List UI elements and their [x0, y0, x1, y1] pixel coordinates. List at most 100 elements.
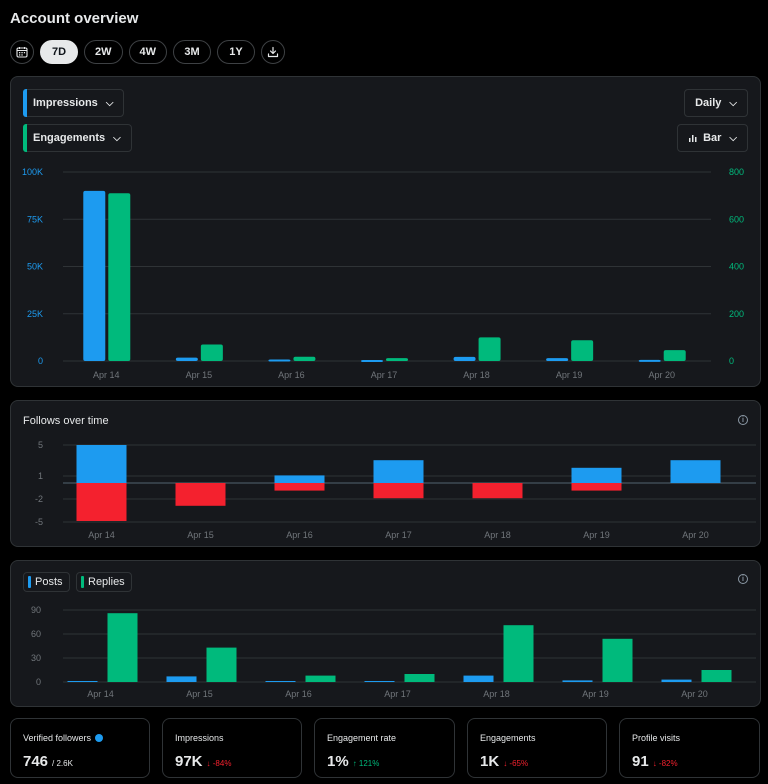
stat-card-profile-visits: Profile visits 91 ↓ -82%: [619, 718, 760, 778]
replies-bar: [206, 647, 237, 682]
stat-label: Impressions: [175, 733, 224, 743]
y-right-tick-label: 600: [729, 214, 744, 224]
stat-value: 1%: [327, 753, 349, 770]
x-tick-label: Apr 15: [187, 530, 214, 540]
legend-replies[interactable]: Replies: [76, 572, 132, 592]
bar-chart-icon: [689, 135, 697, 142]
metric1-label: Impressions: [33, 97, 98, 109]
posts-bar: [562, 680, 593, 682]
stat-value: 91: [632, 753, 649, 770]
x-tick-label: Apr 20: [648, 370, 675, 380]
stat-value: 746: [23, 753, 49, 770]
engagements-bar: [663, 350, 686, 361]
x-tick-label: Apr 17: [384, 689, 411, 699]
legend-posts-label: Posts: [35, 576, 63, 588]
interval-dropdown[interactable]: Daily ⌵: [684, 89, 748, 117]
y-tick-label: 60: [31, 629, 41, 639]
follows-gained-bar: [571, 467, 622, 483]
impressions-bar: [83, 190, 106, 361]
impressions-bar: [546, 358, 569, 361]
range-2w-button[interactable]: 2W: [84, 40, 123, 64]
x-tick-label: Apr 17: [385, 530, 412, 540]
stat-label: Engagements: [480, 733, 536, 743]
range-4w-button[interactable]: 4W: [128, 40, 167, 64]
stat-card-engagements: Engagements 1K ↓ -65%: [467, 718, 607, 778]
x-tick-label: Apr 19: [582, 689, 609, 699]
y-left-tick-label: 100K: [22, 167, 43, 177]
impressions-bar: [453, 356, 476, 361]
y-left-tick-label: 0: [38, 356, 43, 366]
engagements-bar: [478, 337, 501, 361]
replies-bar: [701, 670, 732, 682]
engagements-bar: [108, 193, 131, 361]
page-title: Account overview: [10, 10, 139, 27]
stat-sub: / 2.6K: [52, 759, 73, 768]
posts-bar: [661, 679, 692, 682]
follows-chart: 5 1 -2 -5 Apr 14 Apr 15 Apr 16 Apr 17 Apr 18 Apr …: [35, 440, 756, 540]
x-tick-label: Apr 14: [93, 370, 120, 380]
x-tick-label: Apr 16: [285, 689, 312, 699]
y-tick-label: 30: [31, 653, 41, 663]
engagements-bar: [571, 340, 594, 361]
posts-bar: [364, 681, 395, 682]
x-tick-label: Apr 18: [483, 689, 510, 699]
info-icon[interactable]: i: [738, 574, 748, 584]
x-tick-label: Apr 17: [371, 370, 398, 380]
metric2-dropdown[interactable]: Engagements ⌵: [23, 124, 132, 152]
x-tick-label: Apr 15: [186, 689, 213, 699]
stat-delta: ↓ -65%: [503, 759, 529, 768]
x-tick-label: Apr 20: [681, 689, 708, 699]
x-tick-label: Apr 20: [682, 530, 709, 540]
x-tick-label: Apr 19: [556, 370, 583, 380]
follows-panel-title: Follows over time: [23, 415, 109, 427]
range-3m-button[interactable]: 3M: [173, 40, 211, 64]
replies-bar: [404, 674, 435, 682]
x-tick-label: Apr 14: [88, 530, 115, 540]
posts-bar: [463, 675, 494, 682]
calendar-button[interactable]: [10, 40, 34, 64]
follows-lost-bar: [472, 483, 523, 499]
x-tick-label: Apr 18: [484, 530, 511, 540]
y-tick-label: 1: [38, 471, 43, 481]
y-right-tick-label: 0: [729, 356, 734, 366]
replies-bar: [503, 625, 534, 682]
legend-posts[interactable]: Posts: [23, 572, 70, 592]
stat-card-engagement-rate: Engagement rate 1% ↑ 121%: [314, 718, 455, 778]
posts-bar: [166, 676, 197, 682]
stat-label: Verified followers: [23, 733, 92, 743]
posts-panel: Posts Replies i 0 30 60 90 Apr 14 Apr 15 Apr 1…: [10, 560, 761, 707]
range-1y-button[interactable]: 1Y: [217, 40, 255, 64]
engagements-bar: [200, 344, 223, 361]
chart-kind-label: Bar: [703, 132, 722, 144]
metric1-dropdown[interactable]: Impressions ⌵: [23, 89, 125, 117]
engagements-bar: [386, 358, 408, 361]
posts-chart: 0 30 60 90 Apr 14 Apr 15 Apr 16 Apr 17 Apr 18 Apr…: [31, 605, 756, 699]
stat-delta: ↓ -84%: [206, 759, 232, 768]
y-tick-label: 0: [36, 677, 41, 687]
legend-replies-label: Replies: [88, 576, 125, 588]
info-icon[interactable]: i: [738, 415, 748, 425]
stat-label: Profile visits: [632, 733, 681, 743]
x-tick-label: Apr 19: [583, 530, 610, 540]
stat-card-impressions: Impressions 97K ↓ -84%: [162, 718, 302, 778]
range-7d-button[interactable]: 7D: [40, 40, 78, 64]
y-right-tick-label: 800: [729, 167, 744, 177]
follows-lost-bar: [373, 483, 424, 499]
replies-bar: [305, 675, 336, 682]
impressions-bar: [175, 357, 198, 361]
posts-bar: [265, 681, 296, 682]
download-button[interactable]: [261, 40, 285, 64]
chart-kind-dropdown[interactable]: Bar ⌵: [677, 124, 748, 152]
x-tick-label: Apr 16: [286, 530, 313, 540]
stat-value: 97K: [175, 753, 203, 770]
y-left-tick-label: 25K: [27, 309, 43, 319]
chevron-down-icon: ⌵: [105, 97, 114, 109]
x-tick-label: Apr 18: [463, 370, 490, 380]
impressions-bar: [638, 359, 661, 362]
chevron-down-icon: ⌵: [113, 132, 121, 144]
calendar-icon: [16, 47, 28, 58]
follows-gained-bar: [76, 445, 127, 483]
follows-lost-bar: [175, 483, 226, 506]
impressions-bar: [361, 360, 383, 363]
y-tick-label: -5: [35, 517, 43, 527]
